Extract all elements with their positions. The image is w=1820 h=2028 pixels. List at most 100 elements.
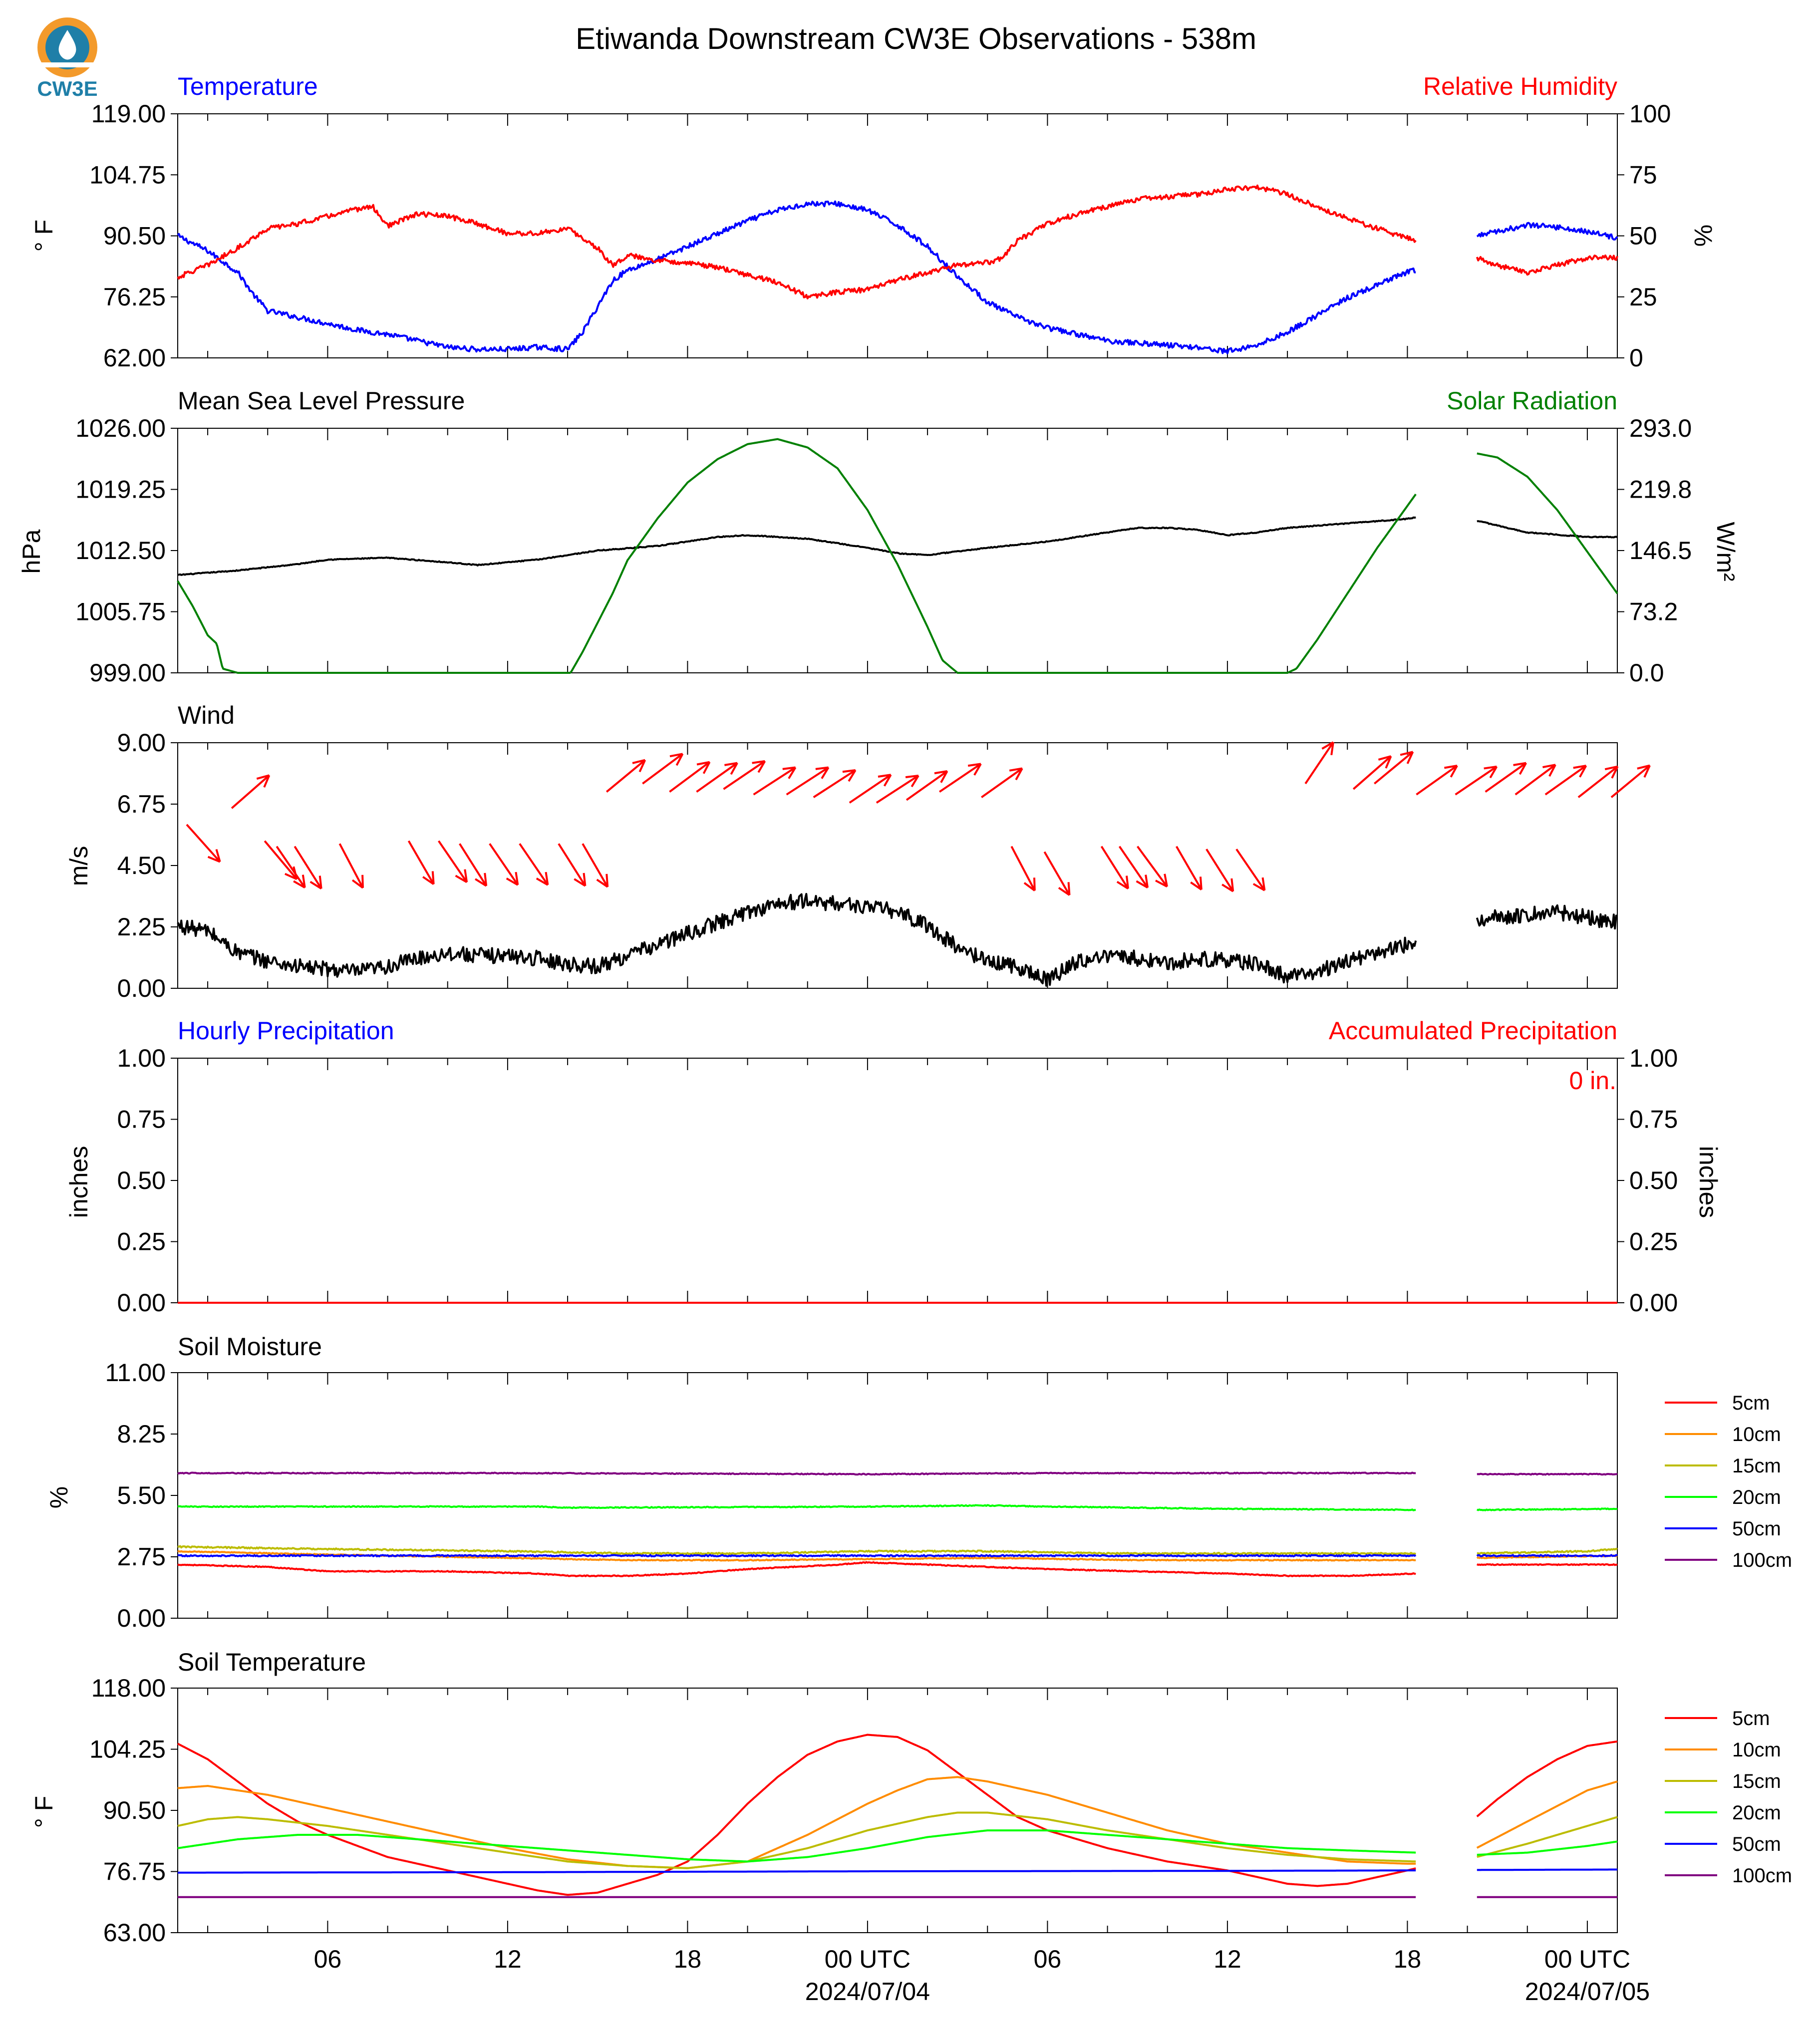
wind-arrow-head: [309, 875, 322, 890]
wind-arrow: [1352, 755, 1392, 790]
wind-arrow-shaft: [519, 843, 549, 885]
wind-arrow-head: [905, 774, 919, 788]
y2-tick-label: 219.8: [1629, 476, 1692, 504]
wind-arrow-shaft: [407, 840, 435, 885]
accum-precip-total: 0 in.: [1569, 1067, 1616, 1095]
y2-tick-label: 0: [1629, 344, 1643, 372]
legend-label: 50cm: [1732, 1833, 1781, 1855]
wind-arrow-shaft: [876, 775, 919, 804]
wind-arrow-shaft: [294, 846, 322, 889]
wind-arrow: [338, 843, 364, 889]
wind-arrow-shaft: [264, 840, 298, 880]
series-line-wind-speed: [177, 892, 1618, 987]
wind-arrow-head: [1378, 755, 1392, 769]
wind-arrow-shaft: [1455, 766, 1498, 796]
legend-label: 5cm: [1732, 1708, 1770, 1730]
wind-arrow-shaft: [231, 774, 270, 809]
panel-pressure_solar: 999.00 1005.75 1012.50 1019.25 1026.00 0.0 73.…: [75, 414, 1692, 687]
plot-frame: [177, 1372, 1618, 1619]
wind-arrow-head: [536, 871, 549, 886]
cw3e-logo: CW3E: [37, 17, 98, 100]
wind-arrow: [1544, 765, 1587, 796]
wind-arrow: [981, 767, 1023, 798]
wind-arrow-head: [1023, 877, 1036, 891]
wind-arrow: [489, 843, 519, 886]
wind-arrow-shaft: [1304, 741, 1334, 785]
temperature-title: Temperature: [178, 72, 318, 100]
wind-arrow-shaft: [723, 760, 766, 790]
wind-arrow-shaft: [642, 753, 683, 785]
wind-arrow: [1577, 765, 1619, 798]
y2-tick-label: 0.75: [1629, 1106, 1678, 1134]
wind-arrow-shaft: [606, 759, 646, 793]
wind-arrow: [1176, 846, 1203, 890]
wind-arrow: [1304, 741, 1334, 785]
solar-radiation-title: Solar Radiation: [1447, 387, 1617, 415]
y-tick-label: 104.25: [89, 1736, 166, 1763]
relative-humidity-title: Relative Humidity: [1423, 72, 1617, 100]
plot-frame: [177, 428, 1618, 673]
wind-arrow-head: [878, 774, 892, 787]
wind-arrow: [459, 843, 488, 887]
wind-arrow-shaft: [1206, 849, 1234, 892]
chart-title: Etiwanda Downstream CW3E Observations - …: [576, 22, 1256, 55]
x-tick-label: 12: [1213, 1945, 1241, 1973]
y-tick-label: 6.75: [117, 790, 166, 818]
wind-arrow-head: [596, 873, 609, 888]
wind-arrow: [1137, 846, 1168, 888]
wind-arrow: [1010, 846, 1036, 891]
wind-arrow-shaft: [489, 843, 519, 885]
wind-arrow-head: [1400, 751, 1414, 764]
wind-arrow-head: [1058, 882, 1071, 896]
wind-arrow: [642, 753, 684, 785]
series-line-solar-radiation: [177, 438, 1618, 674]
wind-arrow-shaft: [558, 843, 587, 886]
legend-label: 15cm: [1732, 1770, 1781, 1792]
wind-arrow: [231, 774, 271, 809]
wind-arrow: [906, 770, 948, 801]
y2-tick-label: 100: [1629, 100, 1671, 128]
wind-arrow-head: [842, 769, 857, 782]
series-line-100cm: [177, 1471, 1617, 1476]
wind-arrow-head: [632, 759, 646, 773]
wind-arrow: [276, 846, 306, 889]
legend-label: 5cm: [1732, 1392, 1770, 1414]
y2-tick-label: 73.2: [1629, 598, 1678, 626]
x-tick-label: 06: [1034, 1945, 1062, 1973]
wind-arrow-head: [351, 874, 364, 889]
wind-arrow-head: [752, 760, 766, 773]
y-tick-label: 90.50: [103, 222, 166, 250]
series-line-5cm: [177, 1734, 1618, 1896]
wind-arrow-shaft: [981, 767, 1023, 798]
y-tick-label: 0.75: [117, 1106, 166, 1134]
wind-arrow: [753, 766, 797, 796]
wind-arrow: [786, 766, 830, 796]
series-line-15cm: [177, 1545, 1618, 1555]
soil-moisture-unit: %: [45, 1486, 73, 1508]
wind-arrow-head: [696, 761, 711, 774]
wind-arrow-shaft: [696, 762, 738, 793]
wind-arrow-shaft: [1515, 764, 1556, 796]
series-line-mean-sea-level-pressure: [177, 516, 1618, 576]
wind-arrow: [407, 840, 435, 885]
wind-arrow-shaft: [786, 766, 829, 796]
wind-arrow-shaft: [753, 766, 796, 796]
wind-arrow-shaft: [1043, 851, 1071, 896]
wind-arrow-head: [1604, 765, 1619, 779]
wind-arrow: [1610, 764, 1651, 798]
y-tick-label: 11.00: [105, 1359, 166, 1387]
wind-arrow-head: [724, 762, 738, 775]
y-tick-label: 62.00: [103, 344, 166, 372]
wind-arrow-head: [1190, 876, 1203, 890]
wind-arrow: [1100, 846, 1129, 890]
series-line-20cm: [177, 1504, 1618, 1511]
wind-arrow-head: [1155, 873, 1168, 888]
x-tick-label: 18: [674, 1945, 702, 1973]
wind-arrow: [1235, 849, 1266, 891]
temperature-unit: ° F: [30, 220, 58, 252]
wind-arrow-head: [455, 869, 468, 883]
y-tick-label: 1019.25: [75, 476, 166, 504]
y-tick-label: 118.00: [91, 1674, 166, 1702]
wind-arrow-shaft: [1544, 765, 1587, 796]
